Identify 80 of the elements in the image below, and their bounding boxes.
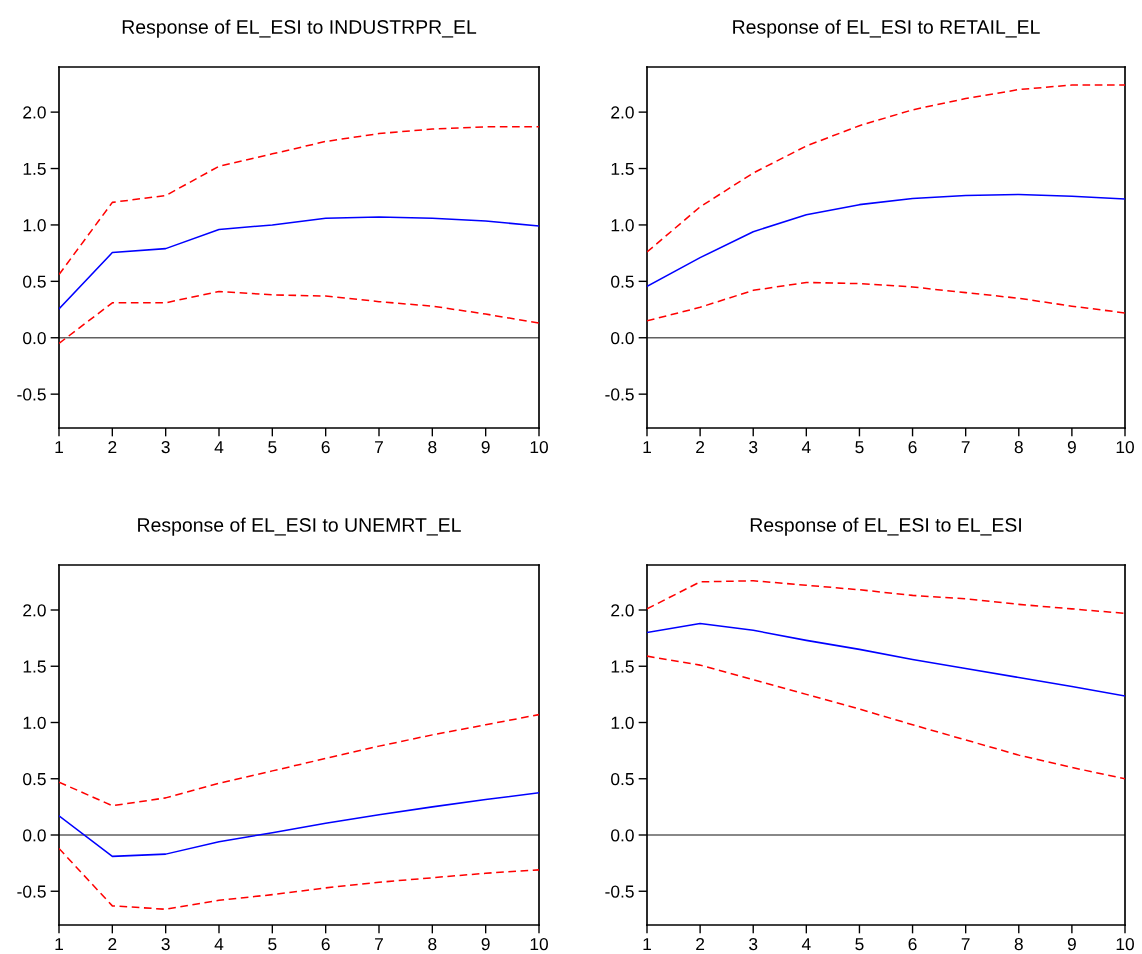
- y-tick-label: 0.5: [611, 772, 634, 786]
- line-series: [59, 847, 539, 911]
- chart-title: Response of EL_ESI to RETAIL_EL: [733, 19, 1040, 38]
- x-tick-label: 10: [530, 440, 548, 454]
- y-tick-label: -0.5: [605, 388, 634, 401]
- x-tick-label: 1: [643, 441, 651, 454]
- x-tick-label: 7: [961, 938, 970, 951]
- y-tick-label: -0.5: [605, 885, 634, 898]
- x-tick-label: 5: [855, 938, 864, 951]
- x-tick-label: 7: [375, 441, 383, 454]
- x-tick-label: 4: [801, 441, 811, 454]
- y-tick-label: 0.5: [23, 275, 46, 288]
- y-tick-label: 1.5: [23, 162, 46, 175]
- x-tick-label: 2: [108, 937, 117, 951]
- y-tick-label: -0.5: [17, 885, 46, 898]
- line-series: [59, 792, 539, 858]
- chart-title: Response of EL_ESI to EL_ESI: [750, 517, 1021, 536]
- line-series: [647, 622, 1125, 697]
- y-tick-label: 0.5: [611, 275, 634, 288]
- chart-title: Response of EL_ESI to UNEMRT_EL: [138, 517, 461, 536]
- x-tick-label: 7: [961, 441, 970, 454]
- x-tick-label: 1: [55, 938, 63, 951]
- x-tick-label: 5: [855, 441, 864, 454]
- y-tick-label: 1.0: [611, 716, 634, 729]
- x-tick-label: 2: [108, 440, 117, 454]
- x-tick-label: 4: [214, 441, 224, 454]
- x-tick-label: 3: [749, 937, 758, 951]
- x-tick-label: 9: [1067, 440, 1076, 454]
- x-tick-label: 6: [908, 440, 917, 454]
- x-tick-label: 6: [908, 937, 917, 951]
- x-tick-label: 1: [55, 441, 63, 454]
- x-tick-label: 5: [268, 441, 277, 454]
- line-series: [647, 655, 1125, 780]
- line-series: [647, 193, 1125, 288]
- y-tick-label: 1.5: [611, 162, 634, 175]
- y-tick-label: 1.0: [23, 219, 46, 232]
- x-tick-label: 10: [530, 937, 548, 951]
- x-tick-label: 3: [749, 440, 758, 454]
- x-tick-label: 6: [321, 440, 330, 454]
- y-tick-label: 0.0: [23, 829, 46, 842]
- x-tick-label: 4: [801, 938, 811, 951]
- x-tick-label: 5: [268, 938, 277, 951]
- y-tick-label: 2.0: [23, 604, 46, 617]
- y-tick-label: 1.0: [611, 219, 634, 232]
- x-tick-label: 3: [161, 440, 170, 454]
- x-tick-label: 2: [696, 440, 705, 454]
- y-tick-label: 0.0: [611, 829, 634, 842]
- line-series: [59, 713, 539, 807]
- line-series: [647, 84, 1125, 253]
- x-tick-label: 4: [214, 938, 224, 951]
- y-tick-label: 0.0: [611, 331, 634, 345]
- x-tick-label: 7: [375, 938, 383, 951]
- chart-title: Response of EL_ESI to INDUSTRPR_EL: [122, 19, 477, 38]
- x-tick-label: 2: [696, 937, 705, 951]
- x-tick-label: 3: [161, 937, 170, 951]
- line-series: [59, 216, 539, 310]
- x-tick-label: 8: [1014, 937, 1023, 951]
- y-tick-label: 1.0: [23, 716, 46, 729]
- x-tick-label: 1: [643, 938, 651, 951]
- x-tick-label: 8: [1014, 440, 1023, 454]
- y-tick-label: 2.0: [23, 106, 46, 119]
- y-tick-label: 2.0: [611, 106, 634, 119]
- line-series: [59, 126, 539, 276]
- y-tick-label: 2.0: [611, 604, 634, 617]
- x-tick-label: 6: [321, 937, 330, 951]
- x-tick-label: 8: [428, 937, 437, 951]
- x-tick-label: 9: [1067, 937, 1076, 951]
- line-series: [647, 579, 1125, 615]
- x-tick-label: 10: [1116, 937, 1134, 951]
- line-series: [647, 281, 1125, 322]
- x-tick-label: 10: [1116, 440, 1134, 454]
- x-tick-label: 9: [481, 440, 490, 454]
- y-tick-label: -0.5: [17, 388, 46, 401]
- line-series: [59, 290, 539, 345]
- y-tick-label: 1.5: [611, 660, 634, 673]
- y-tick-label: 0.0: [23, 331, 46, 345]
- x-tick-label: 9: [481, 937, 490, 951]
- y-tick-label: 0.5: [23, 772, 46, 786]
- y-tick-label: 1.5: [23, 660, 46, 673]
- x-tick-label: 8: [428, 440, 437, 454]
